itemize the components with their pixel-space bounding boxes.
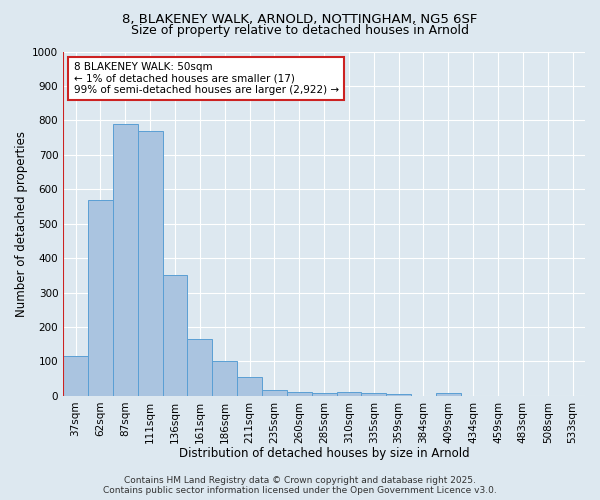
Bar [88, 200, 113, 396]
Bar [337, 392, 361, 396]
Bar [187, 339, 212, 396]
Bar [262, 390, 287, 396]
Y-axis label: Number of detached properties: Number of detached properties [15, 130, 28, 316]
Bar [212, 362, 237, 396]
Text: 8, BLAKENEY WALK, ARNOLD, NOTTINGHAM, NG5 6SF: 8, BLAKENEY WALK, ARNOLD, NOTTINGHAM, NG… [122, 12, 478, 26]
X-axis label: Distribution of detached houses by size in Arnold: Distribution of detached houses by size … [179, 447, 469, 460]
Text: 8 BLAKENEY WALK: 50sqm
← 1% of detached houses are smaller (17)
99% of semi-deta: 8 BLAKENEY WALK: 50sqm ← 1% of detached … [74, 62, 339, 95]
Bar [311, 394, 337, 396]
Bar [113, 124, 138, 396]
Bar [163, 276, 187, 396]
Bar [361, 394, 386, 396]
Bar [63, 356, 88, 396]
Bar [287, 392, 311, 396]
Bar [436, 393, 461, 396]
Text: Size of property relative to detached houses in Arnold: Size of property relative to detached ho… [131, 24, 469, 37]
Text: Contains HM Land Registry data © Crown copyright and database right 2025.
Contai: Contains HM Land Registry data © Crown c… [103, 476, 497, 495]
Bar [138, 130, 163, 396]
Bar [237, 377, 262, 396]
Bar [386, 394, 411, 396]
